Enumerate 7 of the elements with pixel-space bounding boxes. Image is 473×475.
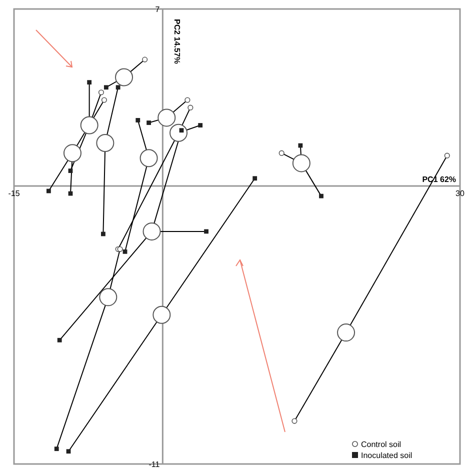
legend-label: Control soil: [361, 440, 402, 449]
y-tick-label: -11: [148, 460, 160, 469]
x-tick-label: -15: [8, 188, 20, 198]
y-tick-label: 7: [155, 5, 160, 14]
legend-label: Inoculated soil: [361, 451, 412, 460]
y-axis-title: PC2 14.57%: [172, 19, 182, 64]
x-tick-label: 30: [456, 188, 465, 198]
